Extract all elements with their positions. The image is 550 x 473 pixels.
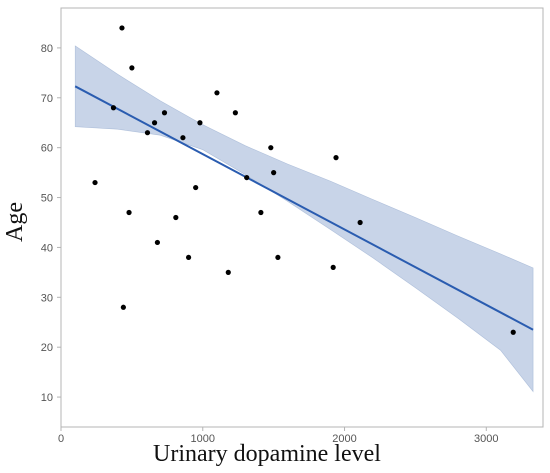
data-point [268,145,274,151]
data-point [232,110,238,116]
y-tick-label: 20 [41,342,53,354]
data-point [180,135,186,141]
data-point [193,184,199,191]
y-tick-label: 80 [41,43,53,55]
data-point [510,329,516,335]
x-tick-label: 1000 [191,433,215,445]
data-point [119,25,125,31]
data-point [214,90,220,96]
plot-area-frame [60,7,544,428]
data-point [244,174,250,181]
data-point [333,155,339,161]
y-tick-label: 40 [41,242,53,254]
data-point [120,304,126,310]
data-point [275,254,281,261]
y-tick-label: 70 [41,93,53,105]
y-axis-title: Age [2,202,28,242]
data-point [185,254,192,261]
data-point [92,179,98,186]
confidence-band [74,45,534,393]
data-point [151,120,158,126]
data-points-layer [92,25,516,335]
data-point [225,269,231,275]
x-axis-ticks: 0 1000 2000 3000 [58,427,499,445]
y-axis-ticks: 10 20 30 40 50 60 70 80 [41,43,61,404]
data-point [144,130,151,136]
x-tick-label: 3000 [474,433,498,445]
y-tick-label: 50 [41,193,53,205]
y-tick-label: 10 [41,392,53,404]
x-tick-label: 0 [58,433,64,445]
data-point [271,170,277,176]
x-tick-label: 2000 [332,433,356,445]
data-point [330,264,336,270]
data-point [110,105,117,111]
regression-line [74,85,534,331]
y-tick-label: 60 [41,143,53,155]
data-point [154,239,160,246]
data-point [161,110,168,116]
data-point [258,209,264,216]
x-axis-title: Urinary dopamine level [153,441,381,467]
regression-line-layer [74,85,534,331]
y-tick-label: 30 [41,292,53,304]
data-point [197,120,203,126]
data-point [173,214,179,221]
data-point [129,65,135,71]
confidence-band-layer [74,45,534,393]
data-point [126,209,132,216]
data-point [357,219,363,226]
